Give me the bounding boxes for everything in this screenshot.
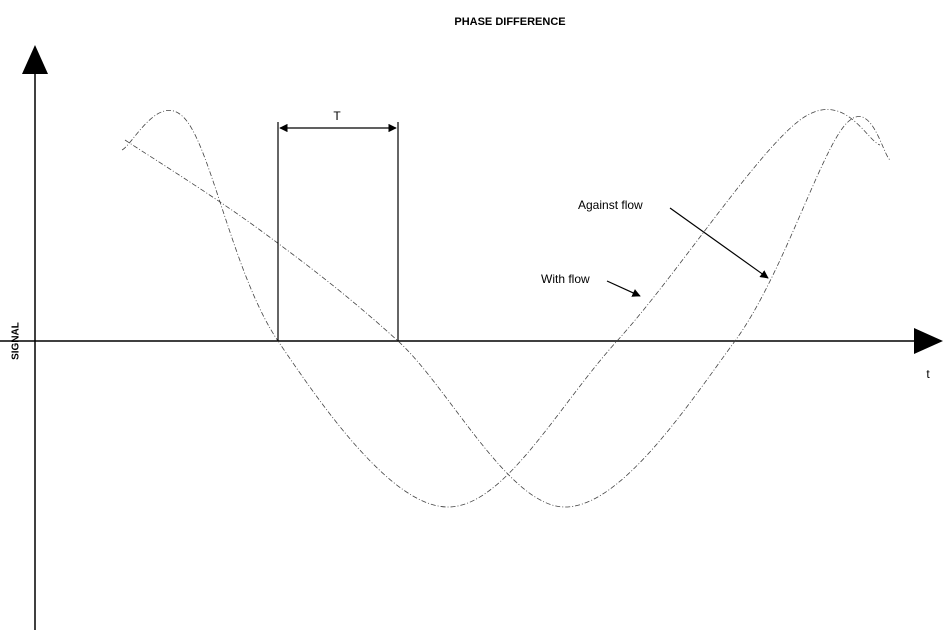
y-arrowhead: [22, 45, 48, 74]
x-arrowhead: [914, 328, 943, 354]
annotation-arrow: [669, 207, 769, 279]
title: PHASE DIFFERENCE: [454, 16, 565, 28]
y-axis-label: SIGNAL: [11, 322, 22, 360]
x-axis-label: t: [926, 367, 930, 381]
annotation: Against flow: [578, 198, 643, 212]
with-flow-wave: [121, 109, 881, 508]
period-label: T: [333, 109, 341, 123]
against-flow-wave: [124, 116, 891, 508]
annotation-arrow: [606, 280, 641, 297]
annotation: With flow: [541, 272, 590, 286]
